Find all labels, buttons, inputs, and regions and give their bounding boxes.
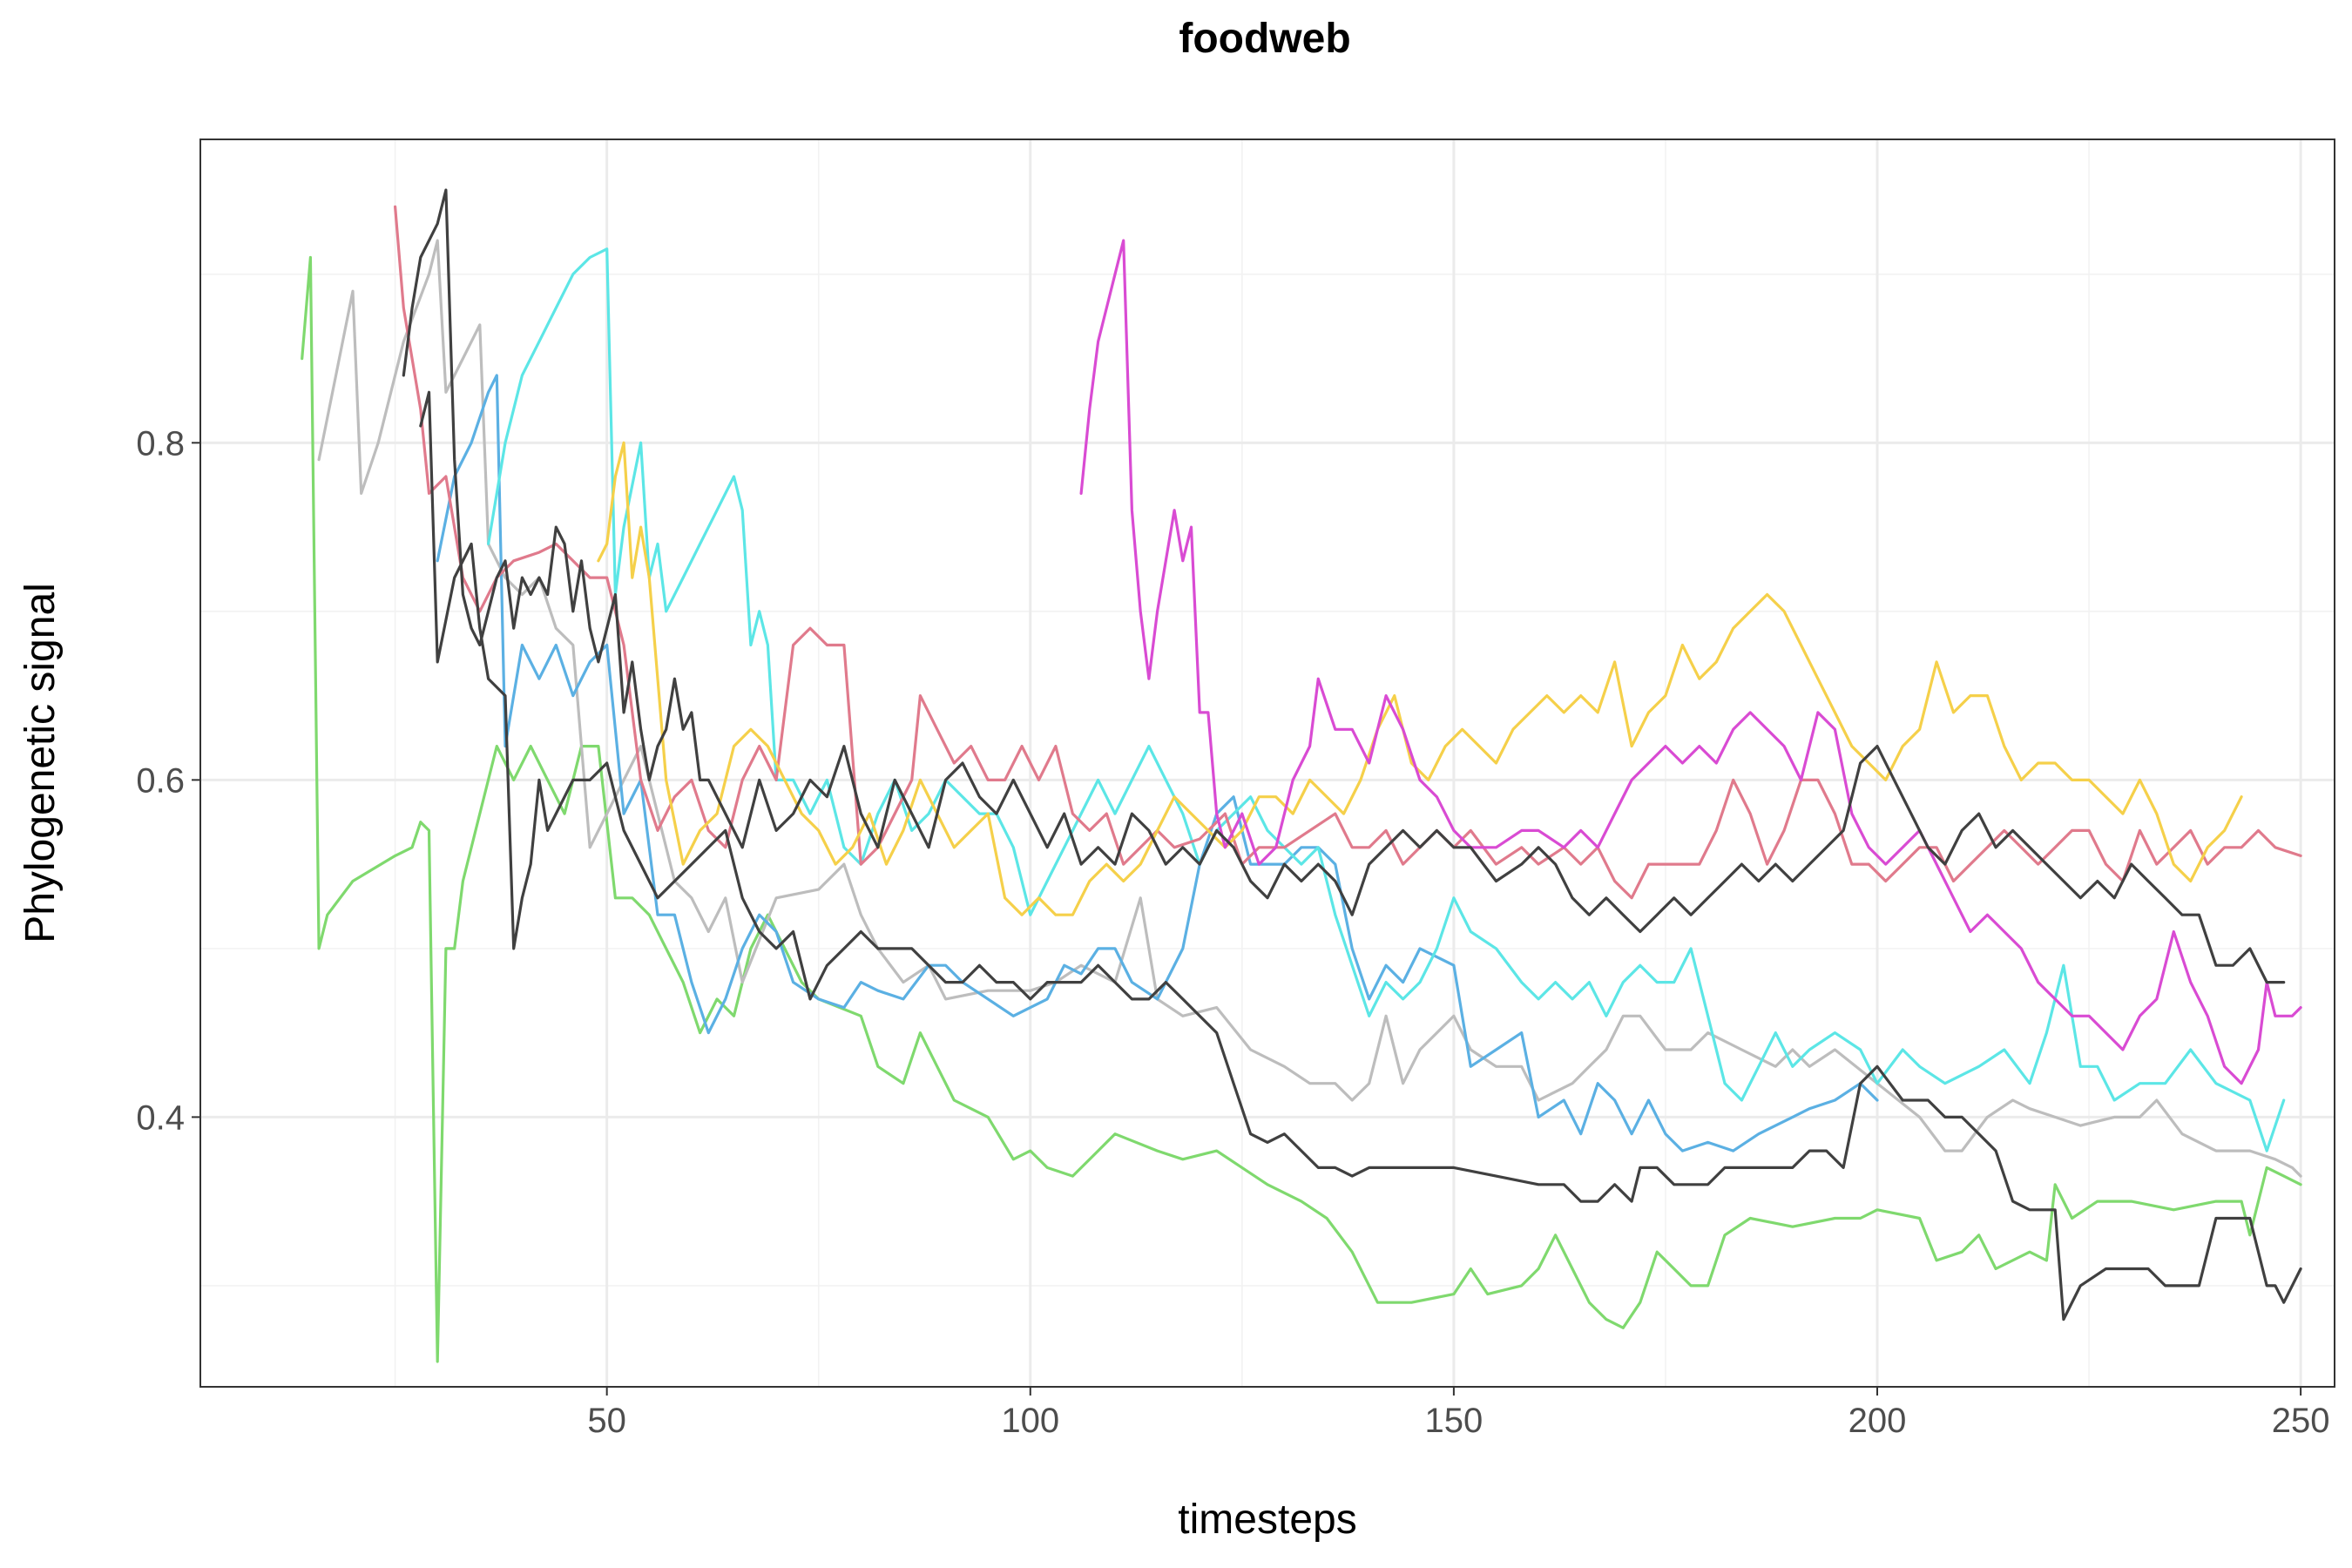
plot-panel-border <box>199 139 2335 1388</box>
y-tick-label: 0.6 <box>136 761 185 800</box>
series-line-8 <box>419 390 2302 1321</box>
y-axis-title: Phylogenetic signal <box>17 583 64 943</box>
series-line-6 <box>597 441 2243 916</box>
x-axis-title: timesteps <box>1178 1497 1356 1543</box>
y-tick-label: 0.8 <box>136 424 185 463</box>
series-line-9 <box>402 188 2286 984</box>
x-tick-label: 200 <box>1848 1402 1907 1440</box>
x-tick-label: 150 <box>1425 1402 1484 1440</box>
x-tick-label: 250 <box>2272 1402 2330 1440</box>
series-line-2 <box>317 239 2302 1178</box>
x-tick-label: 100 <box>1001 1402 1059 1440</box>
series-line-3 <box>436 374 1879 1152</box>
x-tick-label: 50 <box>587 1402 626 1440</box>
axis-ticks: 50 100 150 200 250 0.4 0.6 0.8 <box>136 424 2329 1440</box>
series-line-7 <box>1079 239 2302 1085</box>
series-lines <box>301 188 2302 1363</box>
series-line-1 <box>301 255 2302 1363</box>
chart-title: foodweb <box>1179 16 1350 62</box>
y-tick-label: 0.4 <box>136 1098 185 1137</box>
series-line-4 <box>487 247 2286 1152</box>
grid-lines <box>200 139 2335 1387</box>
series-line-5 <box>394 205 2302 900</box>
